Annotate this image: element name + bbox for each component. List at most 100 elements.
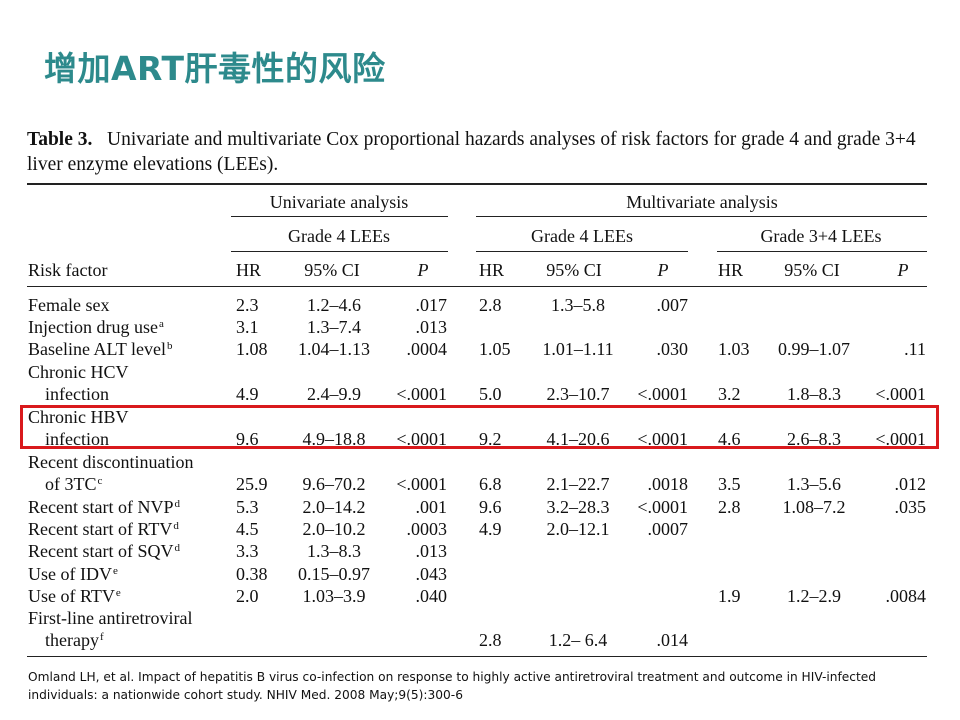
cell-m34-ci: 1.3–5.6 — [787, 474, 841, 494]
cell-u-ci: 1.2–4.6 — [307, 295, 361, 315]
cell-m4-ci: 2.3–10.7 — [546, 384, 610, 404]
cell-u-ci: 1.04–1.13 — [298, 339, 370, 359]
footnote-marker: e — [115, 587, 121, 599]
cell-u-hr: 25.9 — [236, 474, 268, 494]
cell-u-hr: 5.3 — [236, 497, 259, 517]
grade4-uni-header: Grade 4 LEEs — [288, 226, 390, 246]
cell-m34-hr: 1.9 — [718, 586, 741, 606]
cell-m34-ci: 1.2–2.9 — [787, 586, 841, 606]
cell-m4-ci: 2.1–22.7 — [546, 474, 610, 494]
cell-u-ci: 1.3–7.4 — [307, 317, 361, 337]
footnote-marker: d — [174, 542, 180, 554]
cell-m4-p: .0007 — [647, 519, 689, 539]
cell-m4-ci: 3.2–28.3 — [546, 497, 610, 517]
risk-factor-label: Recent start of RTVd — [28, 519, 179, 539]
ci-header-m4: 95% CI — [546, 260, 602, 280]
risk-factor-label: First-line antiretroviral — [28, 608, 193, 628]
cell-m34-hr: 4.6 — [718, 429, 741, 449]
risk-factor-label: Chronic HBV — [28, 407, 129, 427]
cell-m4-hr: 9.2 — [479, 429, 502, 449]
reference-citation: Omland LH, et al. Impact of hepatitis B … — [28, 670, 876, 702]
cell-u-ci: 1.3–8.3 — [307, 541, 361, 561]
cell-m34-ci: 2.6–8.3 — [787, 429, 841, 449]
table-caption: Table 3. Univariate and multivariate Cox… — [27, 127, 932, 177]
risk-factor-label: Recent start of NVPd — [28, 497, 180, 517]
hr-header-m34: HR — [718, 260, 744, 280]
grade4-uni-rule — [231, 251, 448, 252]
hr-header-m4: HR — [479, 260, 505, 280]
p-header-m34: P — [897, 260, 909, 280]
cell-u-p: .040 — [415, 586, 448, 606]
cell-u-hr: 4.5 — [236, 519, 259, 539]
cell-u-hr: 3.1 — [236, 317, 259, 337]
risk-factor-label: Recent discontinuation — [28, 452, 194, 472]
cell-u-ci: 2.4–9.9 — [307, 384, 361, 404]
footnote-marker: d — [174, 498, 180, 510]
cell-u-p: <.0001 — [396, 384, 447, 404]
risk-factor-label-cont: infection — [45, 429, 109, 449]
cell-m34-p: <.0001 — [875, 429, 926, 449]
cell-m34-ci: 1.08–7.2 — [782, 497, 846, 517]
cell-u-hr: 9.6 — [236, 429, 259, 449]
cell-m34-p: .0084 — [885, 586, 927, 606]
cell-u-hr: 0.38 — [236, 564, 268, 584]
cell-u-p: <.0001 — [396, 474, 447, 494]
cell-m4-p: .0018 — [647, 474, 689, 494]
cell-m4-hr: 2.8 — [479, 630, 502, 650]
table-label: Table 3. — [27, 129, 93, 150]
grade4-multi-rule — [476, 251, 688, 252]
table-top-rule — [27, 183, 927, 185]
hr-header-uni: HR — [236, 260, 262, 280]
grade34-multi-rule — [717, 251, 927, 252]
cell-u-p: .013 — [415, 317, 448, 337]
cell-m34-hr: 2.8 — [718, 497, 741, 517]
cell-u-p: .013 — [415, 541, 448, 561]
risk-factor-label-cont: of 3TCc — [45, 474, 103, 494]
risk-factor-label: Recent start of SQVd — [28, 541, 180, 561]
cell-m4-ci: 1.3–5.8 — [551, 295, 605, 315]
slide-title: 增加ART肝毒性的风险 — [44, 49, 386, 88]
cell-m4-p: <.0001 — [637, 384, 688, 404]
p-header-uni: P — [417, 260, 429, 280]
cell-m4-hr: 4.9 — [479, 519, 502, 539]
footnote-marker: f — [99, 631, 104, 643]
cell-m34-p: <.0001 — [875, 384, 926, 404]
cell-m4-ci: 2.0–12.1 — [546, 519, 610, 539]
cell-m4-p: .030 — [656, 339, 689, 359]
ci-header-uni: 95% CI — [304, 260, 360, 280]
cell-m4-hr: 1.05 — [479, 339, 511, 359]
footnote-marker: e — [112, 565, 118, 577]
cell-m4-hr: 2.8 — [479, 295, 502, 315]
cell-m4-p: <.0001 — [637, 497, 688, 517]
cell-m34-hr: 1.03 — [718, 339, 750, 359]
cell-m4-ci: 1.01–1.11 — [542, 339, 614, 359]
cell-m4-p: .007 — [656, 295, 689, 315]
risk-factor-label: Baseline ALT levelb — [28, 339, 173, 359]
cell-m34-hr: 3.2 — [718, 384, 741, 404]
cell-m4-ci: 4.1–20.6 — [546, 429, 610, 449]
cell-m4-hr: 5.0 — [479, 384, 502, 404]
cell-u-ci: 9.6–70.2 — [302, 474, 366, 494]
footnote-marker: b — [166, 340, 173, 352]
cell-m4-p: <.0001 — [637, 429, 688, 449]
cell-u-ci: 1.03–3.9 — [302, 586, 366, 606]
risk-factor-label: Use of RTVe — [28, 586, 121, 606]
table-caption-text: Univariate and multivariate Cox proporti… — [27, 129, 916, 175]
table-bottom-rule — [27, 656, 927, 657]
risk-factor-label-cont: therapyf — [45, 630, 104, 650]
cell-u-ci: 2.0–14.2 — [302, 497, 366, 517]
cell-u-p: <.0001 — [396, 429, 447, 449]
footnote-marker: a — [158, 318, 164, 330]
highlight-box-hbv-row — [20, 405, 939, 449]
cell-m34-p: .035 — [894, 497, 927, 517]
cell-m4-hr: 9.6 — [479, 497, 502, 517]
cell-m34-p: .012 — [894, 474, 927, 494]
risk-factor-header: Risk factor — [28, 260, 108, 280]
cell-u-ci: 2.0–10.2 — [302, 519, 366, 539]
multivariate-header: Multivariate analysis — [626, 192, 778, 212]
univariate-rule — [231, 216, 448, 217]
risk-factor-label: Use of IDVe — [28, 564, 118, 584]
grade4-multi-header: Grade 4 LEEs — [531, 226, 633, 246]
multivariate-rule — [476, 216, 927, 217]
cell-u-ci: 0.15–0.97 — [298, 564, 370, 584]
